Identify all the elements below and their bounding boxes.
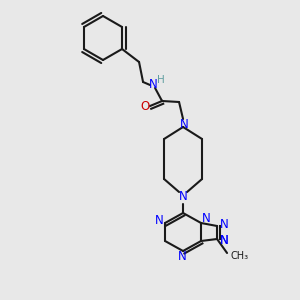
Text: N: N [202, 212, 210, 226]
Text: CH₃: CH₃ [230, 251, 248, 261]
Text: N: N [155, 214, 164, 227]
Text: N: N [220, 218, 228, 230]
Text: N: N [220, 233, 228, 247]
Text: N: N [178, 250, 186, 262]
Text: H: H [157, 75, 164, 85]
Text: N: N [179, 190, 188, 203]
Text: N: N [220, 233, 228, 247]
Text: N: N [149, 78, 158, 91]
Text: N: N [180, 118, 188, 130]
Text: O: O [140, 100, 150, 113]
